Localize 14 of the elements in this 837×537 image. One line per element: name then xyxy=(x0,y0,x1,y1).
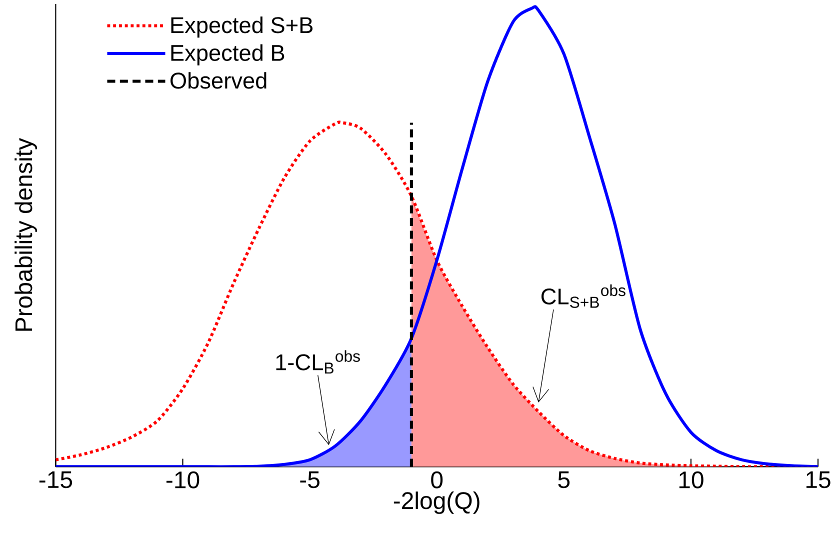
annotation: 1-CL$_{B}$obs xyxy=(276,350,360,374)
x-tick-label: -5 xyxy=(300,471,320,488)
x-tick-label: 0 xyxy=(431,471,443,488)
x-tick-label: -10 xyxy=(166,471,200,488)
legend-label: Observed xyxy=(170,72,266,89)
annotation: CL$_{S+B}$obs xyxy=(541,284,626,308)
x-tick-label: 15 xyxy=(806,471,830,488)
legend-label: Expected S+B xyxy=(171,16,312,38)
x-axis-title: -2log(Q) xyxy=(394,492,480,514)
legend-label: Expected B xyxy=(171,44,284,66)
x-tick-label: -15 xyxy=(39,471,72,488)
x-tick-label: 5 xyxy=(558,471,570,488)
x-tick-label: 10 xyxy=(679,471,704,488)
y-axis-title: Probability density xyxy=(14,138,37,331)
